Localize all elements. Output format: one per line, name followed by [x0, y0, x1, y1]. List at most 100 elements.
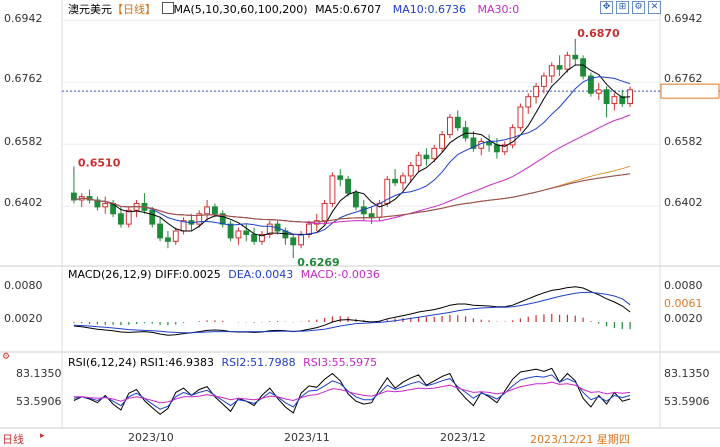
- last-date-label: 2023/12/21 星期四: [530, 433, 630, 446]
- candle-body: [352, 192, 359, 208]
- candle-body: [517, 106, 524, 129]
- candle-body: [399, 175, 406, 184]
- price-tick-right-3: 0.6402: [664, 196, 703, 209]
- rsi3-value: RSI3:55.5975: [303, 356, 378, 369]
- crosshair-icon[interactable]: ⊞: [616, 1, 629, 14]
- rsi-tick-right-1: 53.5906: [664, 395, 710, 408]
- candle-body: [164, 237, 171, 242]
- left-annotation-label: 0.6510: [78, 156, 121, 169]
- ma5-line: [73, 64, 631, 237]
- candle-body: [423, 154, 430, 160]
- date-label-nov: 2023/11: [284, 431, 330, 444]
- candle-body: [305, 223, 312, 235]
- macd-tick-left-1: 0.0020: [4, 312, 43, 325]
- macd-tick-right-1: 0.0020: [664, 312, 703, 325]
- candle-body: [540, 75, 547, 87]
- price-tick-right-1: 0.6762: [664, 72, 703, 85]
- price-tick-left-2: 0.6582: [4, 135, 43, 148]
- candle-body: [149, 209, 156, 225]
- macd-panel: [73, 286, 631, 336]
- candle-body: [533, 85, 540, 98]
- candle-body: [572, 54, 579, 60]
- ma30-line: [73, 114, 631, 225]
- close-icon[interactable]: ✕: [648, 1, 661, 14]
- ma10-line: [73, 76, 631, 236]
- ma30-value: MA30:0: [477, 3, 520, 16]
- ma-params: MA(5,10,30,60,100,200): [173, 3, 308, 16]
- candle-body: [493, 144, 500, 153]
- macd-diff-value: DIFF:0.0025: [155, 268, 221, 281]
- candle-body: [478, 140, 485, 149]
- rsi3-line: [73, 381, 631, 404]
- rsi2-line: [73, 374, 631, 410]
- candle-body: [603, 89, 610, 105]
- macd-params: MACD(26,12,9): [68, 268, 152, 281]
- candle-body: [611, 96, 618, 105]
- symbol-name: 澳元美元: [68, 3, 112, 16]
- macd-current-value: 0.0061: [664, 297, 703, 310]
- rsi2-value: RSI2:51.7988: [221, 356, 296, 369]
- candle-body: [470, 137, 477, 149]
- candle-body: [204, 206, 211, 215]
- candle-body: [564, 54, 571, 70]
- rsi-tick-left-0: 83.1350: [16, 367, 62, 380]
- chart-header: 澳元美元【日线】 MA(5,10,30,60,100,200) MA5:0.67…: [68, 2, 519, 17]
- candle-body: [525, 96, 532, 108]
- candle-body: [345, 178, 352, 194]
- candle-body: [196, 213, 203, 225]
- date-label-dec: 2023/12: [440, 431, 486, 444]
- candle-body: [102, 202, 109, 208]
- candle-body: [439, 134, 446, 149]
- candle-body: [290, 237, 297, 246]
- ma-indicator-icon: [161, 2, 174, 14]
- low-annotation-label: 0.6269: [297, 256, 339, 269]
- candle-body: [580, 58, 587, 77]
- candle-body: [446, 116, 453, 136]
- rsi-params: RSI(6,12,24): [68, 356, 137, 369]
- candle-body: [556, 65, 563, 70]
- candle-body: [211, 206, 218, 215]
- candle-body: [243, 230, 250, 235]
- macd-histogram-value: MACD:-0.0036: [300, 268, 380, 281]
- price-tick-right-0: 0.6942: [664, 12, 703, 25]
- macd-header: MACD(26,12,9) DIFF:0.0025 DEA:0.0043 MAC…: [68, 268, 380, 282]
- date-label-oct: 2023/10: [128, 431, 174, 444]
- ma100-line: [73, 173, 631, 223]
- footer-period-chevron-icon[interactable]: ▸: [40, 431, 45, 441]
- macd-dea-value: DEA:0.0043: [228, 268, 294, 281]
- current-price-badge: [660, 83, 720, 99]
- candle-body: [117, 213, 124, 225]
- macd-diff-line: [73, 286, 631, 336]
- ma5-value: MA5:0.6707: [315, 3, 382, 16]
- rsi-tick-left-1: 53.5906: [16, 395, 62, 408]
- candle-body: [251, 233, 258, 242]
- candle-body: [266, 223, 273, 235]
- macd-tick-right-0: 0.0080: [664, 279, 703, 292]
- rsi-settings-icon[interactable]: ⚙: [2, 352, 11, 362]
- footer-period-button[interactable]: 日线: [2, 433, 24, 446]
- rsi1-line: [73, 367, 631, 415]
- price-tick-left-1: 0.6762: [4, 72, 43, 85]
- candle-body: [595, 89, 602, 94]
- candle-body: [501, 144, 508, 153]
- candle-body: [125, 209, 132, 225]
- price-tick-left-3: 0.6402: [4, 196, 43, 209]
- rsi1-value: RSI1:46.9383: [139, 356, 215, 369]
- price-annotations: 0.6870 0.6269 0.6510: [73, 27, 720, 269]
- move-icon[interactable]: ✥: [600, 1, 613, 14]
- candle-body: [415, 154, 422, 167]
- candle-body: [172, 230, 179, 242]
- candlestick-series: [70, 45, 634, 253]
- candle-body: [157, 223, 164, 239]
- candle-body: [227, 223, 234, 239]
- candle-body: [258, 233, 265, 242]
- macd-dea-line: [73, 291, 631, 334]
- candle-body: [384, 178, 391, 204]
- period-tag[interactable]: 【日线】: [112, 3, 156, 16]
- gear-icon[interactable]: ⚙: [632, 1, 645, 14]
- candle-body: [368, 213, 375, 218]
- price-tick-right-2: 0.6582: [664, 135, 703, 148]
- candle-body: [431, 147, 438, 160]
- rsi-header: RSI(6,12,24) RSI1:46.9383 RSI2:51.7988 R…: [68, 356, 377, 370]
- candle-body: [392, 178, 399, 184]
